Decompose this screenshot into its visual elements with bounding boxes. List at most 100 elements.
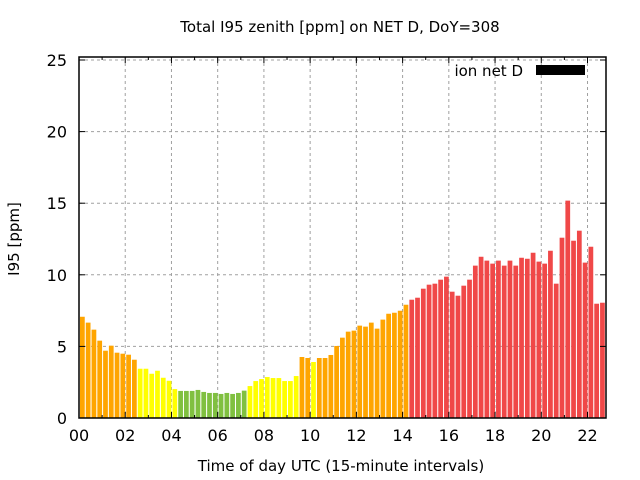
- bar: [588, 246, 594, 418]
- bar: [524, 258, 530, 418]
- bar: [316, 357, 322, 418]
- bar: [241, 390, 247, 418]
- bar: [236, 392, 241, 418]
- bar: [490, 263, 496, 418]
- grid-lines: [79, 57, 606, 418]
- legend: ion net D: [454, 62, 585, 80]
- bar: [415, 297, 420, 418]
- bar: [403, 304, 409, 418]
- bar: [496, 260, 501, 418]
- bar: [519, 257, 524, 418]
- x-tick-label: 22: [577, 426, 597, 445]
- bar: [230, 393, 235, 418]
- bar: [386, 313, 391, 418]
- bar: [432, 283, 438, 418]
- x-tick-labels: 00 02 04 06 08 10 12 14 16 18 20 22: [69, 426, 598, 445]
- bar: [224, 392, 230, 418]
- bar: [559, 237, 565, 418]
- bar: [438, 279, 444, 418]
- bar: [409, 299, 415, 418]
- y-tick-label: 25: [47, 51, 67, 70]
- bar: [103, 350, 108, 418]
- bar: [397, 310, 403, 418]
- bar: [201, 391, 207, 418]
- bar: [553, 283, 559, 418]
- bar: [548, 250, 553, 418]
- x-tick-label: 16: [439, 426, 459, 445]
- y-tick-labels: 0 5 10 15 20 25: [47, 51, 67, 428]
- x-tick-label: 18: [485, 426, 505, 445]
- bar: [600, 302, 605, 418]
- bar: [207, 392, 212, 418]
- bar: [108, 345, 114, 418]
- bar: [189, 390, 195, 418]
- bar: [311, 362, 316, 418]
- y-axis-label: I95 [ppm]: [5, 202, 23, 276]
- bar: [282, 381, 287, 418]
- bar: [218, 393, 224, 418]
- bar: [340, 337, 345, 418]
- bar: [160, 377, 166, 418]
- bar: [420, 288, 426, 418]
- bar: [270, 378, 276, 418]
- chart-title: Total I95 zenith [ppm] on NET D, DoY=308: [179, 18, 499, 36]
- bar: [264, 377, 270, 418]
- bar: [513, 265, 519, 418]
- bar: [530, 252, 536, 418]
- bar: [253, 381, 259, 418]
- x-tick-label: 04: [161, 426, 181, 445]
- bar: [259, 379, 264, 418]
- bar: [126, 354, 131, 418]
- bar: [114, 352, 120, 418]
- bar: [328, 354, 334, 418]
- bar: [501, 265, 507, 418]
- x-tick-label: 02: [115, 426, 135, 445]
- bar: [472, 265, 478, 418]
- x-tick-label: 20: [531, 426, 551, 445]
- bars-group: [80, 200, 606, 418]
- bar: [392, 312, 397, 418]
- bar: [166, 380, 172, 418]
- bar: [351, 330, 357, 418]
- bar: [97, 340, 103, 418]
- bar: [536, 261, 542, 418]
- y-tick-label: 10: [47, 266, 67, 285]
- bar: [172, 389, 178, 418]
- bar: [195, 389, 201, 418]
- bar: [137, 368, 143, 418]
- plot-frame: [78, 56, 607, 419]
- bar: [334, 345, 339, 418]
- bar: [80, 316, 85, 418]
- legend-swatch: [536, 65, 585, 75]
- x-axis-label: Time of day UTC (15-minute intervals): [197, 457, 484, 475]
- bar: [576, 230, 582, 418]
- bar: [143, 368, 149, 418]
- bar: [368, 322, 374, 418]
- bar: [542, 263, 548, 418]
- bar: [455, 295, 461, 418]
- bar: [594, 303, 600, 418]
- y-tick-label: 15: [47, 194, 67, 213]
- bar: [571, 240, 576, 418]
- x-tick-label: 08: [254, 426, 274, 445]
- bar: [178, 390, 183, 418]
- bar: [345, 331, 351, 418]
- bar: [484, 260, 490, 418]
- x-tick-label: 10: [300, 426, 320, 445]
- bar: [426, 284, 432, 418]
- bar: [184, 390, 189, 418]
- bar: [247, 386, 253, 418]
- bar: [322, 357, 328, 418]
- bar: [380, 319, 386, 418]
- bar: [507, 260, 513, 418]
- bar: [91, 329, 97, 418]
- bar: [299, 356, 305, 418]
- bar: [276, 378, 282, 418]
- bar: [363, 326, 368, 418]
- bar: [120, 353, 126, 418]
- axes: [78, 56, 607, 419]
- y-tick-label: 20: [47, 123, 67, 142]
- y-tick-label: 0: [57, 409, 67, 428]
- bar: [305, 357, 311, 418]
